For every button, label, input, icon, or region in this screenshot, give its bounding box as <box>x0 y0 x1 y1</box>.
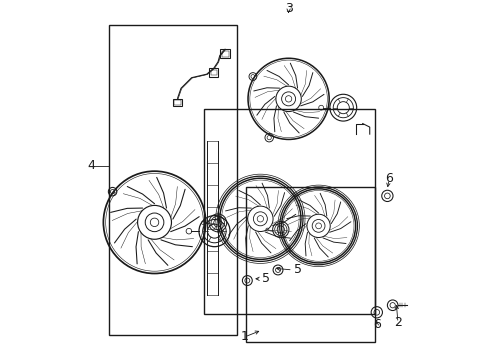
Bar <box>172 99 182 106</box>
Text: 6: 6 <box>372 318 380 331</box>
Text: 6: 6 <box>385 172 392 185</box>
Bar <box>203 109 374 314</box>
Bar <box>173 100 181 105</box>
Text: 2: 2 <box>393 316 401 329</box>
Text: 5: 5 <box>293 264 301 276</box>
Bar <box>221 50 228 57</box>
Bar <box>246 187 374 342</box>
Text: 5: 5 <box>262 272 269 285</box>
Bar <box>210 69 217 75</box>
Bar <box>219 49 230 58</box>
Text: 3: 3 <box>284 3 292 15</box>
Text: 4: 4 <box>87 159 95 172</box>
Text: 1: 1 <box>240 330 248 343</box>
Bar <box>108 25 237 335</box>
Bar <box>209 68 218 77</box>
